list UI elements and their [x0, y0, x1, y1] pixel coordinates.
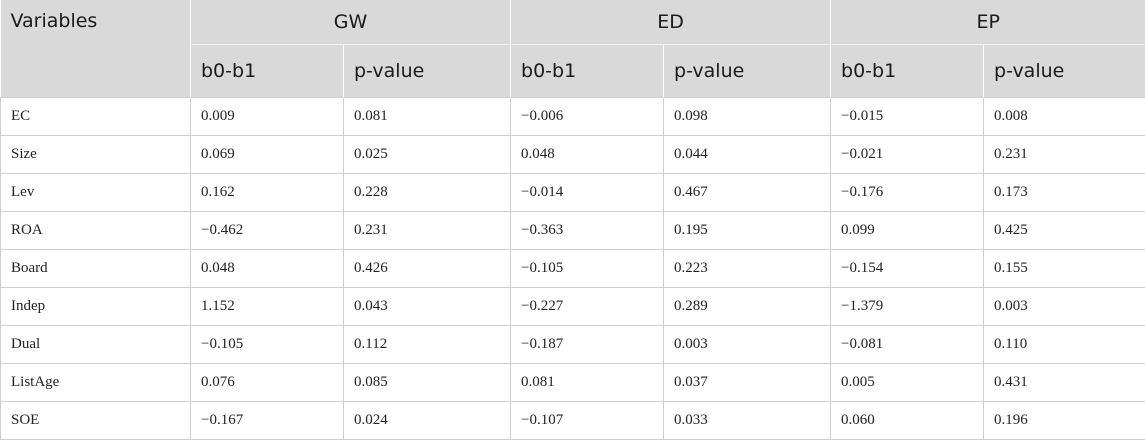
- table-row: ROA −0.462 0.231 −0.363 0.195 0.099 0.42…: [0, 211, 1145, 250]
- cell: −0.187: [510, 325, 665, 364]
- cell: 0.009: [190, 97, 344, 136]
- row-variable: Indep: [0, 287, 191, 326]
- row-variable: EC: [0, 97, 191, 136]
- group-header-ed: ED: [510, 0, 832, 45]
- cell: 0.425: [983, 211, 1145, 250]
- cell: −0.105: [510, 249, 665, 288]
- cell: −0.462: [190, 211, 344, 250]
- cell: 0.162: [190, 173, 344, 212]
- row-variable: SOE: [0, 401, 191, 440]
- cell: 0.098: [663, 97, 832, 136]
- cell: 0.099: [830, 211, 985, 250]
- cell: 0.069: [190, 135, 344, 174]
- header-row-groups: Variables GW ED EP: [0, 0, 1145, 98]
- table-row: Indep 1.152 0.043 −0.227 0.289 −1.379 0.…: [0, 287, 1145, 326]
- table-row: Size 0.069 0.025 0.048 0.044 −0.021 0.23…: [0, 135, 1145, 174]
- cell: −0.081: [830, 325, 985, 364]
- cell: −0.015: [830, 97, 985, 136]
- variables-header: Variables: [0, 0, 191, 98]
- table-body: EC 0.009 0.081 −0.006 0.098 −0.015 0.008…: [0, 97, 1145, 440]
- cell: −0.006: [510, 97, 665, 136]
- cell: 0.231: [342, 211, 512, 250]
- subheader-gw-b0b1: b0-b1: [190, 44, 344, 98]
- cell: 0.003: [983, 287, 1145, 326]
- cell: 0.048: [510, 135, 665, 174]
- cell: 0.426: [342, 249, 512, 288]
- row-variable: ROA: [0, 211, 191, 250]
- row-variable: ListAge: [0, 363, 191, 402]
- cell: 0.033: [663, 401, 832, 440]
- cell: 0.173: [983, 173, 1145, 212]
- cell: 0.112: [342, 325, 512, 364]
- row-variable: Board: [0, 249, 191, 288]
- cell: 0.467: [663, 173, 832, 212]
- row-variable: Lev: [0, 173, 191, 212]
- table-row: ListAge 0.076 0.085 0.081 0.037 0.005 0.…: [0, 363, 1145, 402]
- subheader-ed-b0b1: b0-b1: [510, 44, 665, 98]
- cell: 0.431: [983, 363, 1145, 402]
- group-header-gw: GW: [190, 0, 512, 45]
- table-row: Board 0.048 0.426 −0.105 0.223 −0.154 0.…: [0, 249, 1145, 288]
- cell: −1.379: [830, 287, 985, 326]
- cell: −0.227: [510, 287, 665, 326]
- cell: 0.085: [342, 363, 512, 402]
- row-variable: Dual: [0, 325, 191, 364]
- table-row: Dual −0.105 0.112 −0.187 0.003 −0.081 0.…: [0, 325, 1145, 364]
- cell: −0.105: [190, 325, 344, 364]
- cell: 0.043: [342, 287, 512, 326]
- header-row-subcolumns: b0-b1 p-value b0-b1 p-value b0-b1 p-valu…: [1, 44, 1145, 98]
- cell: 0.003: [663, 325, 832, 364]
- table-row: SOE −0.167 0.024 −0.107 0.033 0.060 0.19…: [0, 401, 1145, 440]
- cell: 0.025: [342, 135, 512, 174]
- cell: −0.014: [510, 173, 665, 212]
- table-row: EC 0.009 0.081 −0.006 0.098 −0.015 0.008: [0, 97, 1145, 136]
- cell: −0.167: [190, 401, 344, 440]
- cell: 0.060: [830, 401, 985, 440]
- subheader-gw-pvalue: p-value: [343, 44, 512, 98]
- cell: −0.107: [510, 401, 665, 440]
- cell: 0.228: [342, 173, 512, 212]
- subheader-ed-pvalue: p-value: [663, 44, 832, 98]
- table-header: Variables GW ED EP b0-b1 p-value b0-b1 p…: [0, 0, 1145, 98]
- cell: 0.195: [663, 211, 832, 250]
- cell: 0.048: [190, 249, 344, 288]
- cell: 0.037: [663, 363, 832, 402]
- cell: 0.076: [190, 363, 344, 402]
- group-header-ep: EP: [830, 0, 1145, 45]
- cell: 0.024: [342, 401, 512, 440]
- row-variable: Size: [0, 135, 191, 174]
- cell: −0.176: [830, 173, 985, 212]
- subheader-ep-b0b1: b0-b1: [830, 44, 985, 98]
- cell: 0.081: [342, 97, 512, 136]
- subheader-ep-pvalue: p-value: [983, 44, 1145, 98]
- cell: 0.008: [983, 97, 1145, 136]
- cell: −0.021: [830, 135, 985, 174]
- cell: 0.155: [983, 249, 1145, 288]
- cell: 0.289: [663, 287, 832, 326]
- cell: 0.223: [663, 249, 832, 288]
- cell: 0.110: [983, 325, 1145, 364]
- cell: 0.231: [983, 135, 1145, 174]
- cell: 1.152: [190, 287, 344, 326]
- table-row: Lev 0.162 0.228 −0.014 0.467 −0.176 0.17…: [0, 173, 1145, 212]
- cell: −0.363: [510, 211, 665, 250]
- cell: 0.196: [983, 401, 1145, 440]
- cell: 0.081: [510, 363, 665, 402]
- cell: 0.044: [663, 135, 832, 174]
- cell: −0.154: [830, 249, 985, 288]
- cell: 0.005: [830, 363, 985, 402]
